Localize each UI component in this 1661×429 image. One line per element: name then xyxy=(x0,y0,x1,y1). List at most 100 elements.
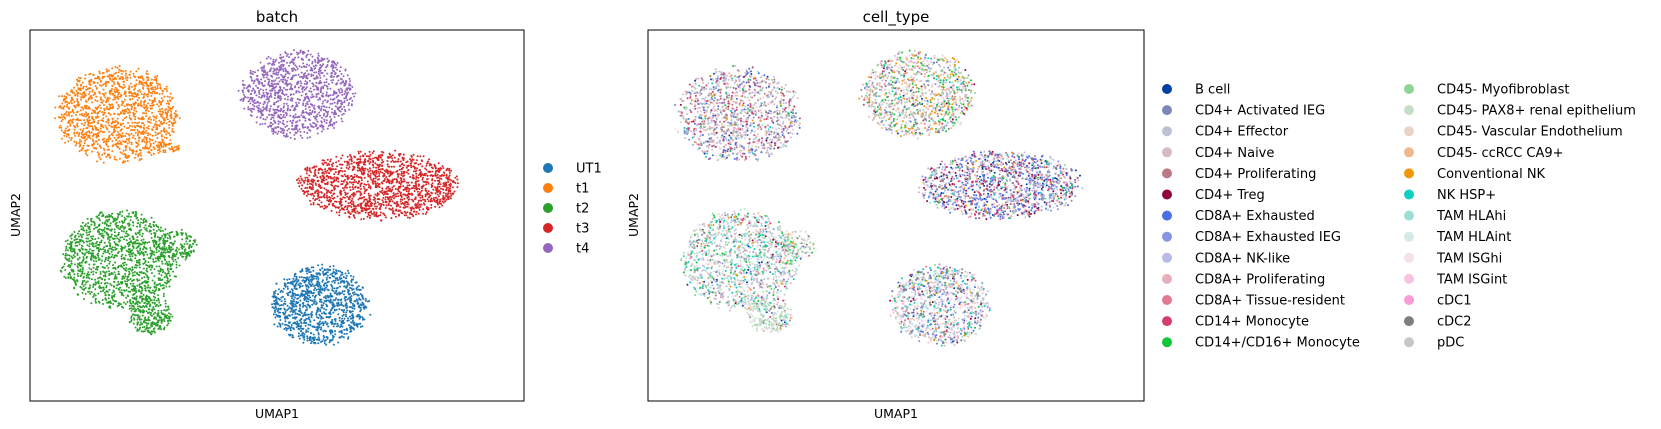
data-point xyxy=(100,228,103,231)
data-point xyxy=(318,321,321,324)
data-point xyxy=(303,281,306,284)
data-point xyxy=(117,214,120,216)
data-point xyxy=(325,268,328,271)
data-point xyxy=(131,149,134,152)
data-point xyxy=(118,157,121,160)
data-point xyxy=(314,287,317,290)
data-point xyxy=(174,249,177,252)
data-point xyxy=(325,171,328,174)
data-point xyxy=(323,340,326,343)
data-point xyxy=(95,147,98,150)
data-point xyxy=(326,284,329,287)
data-point xyxy=(78,142,81,145)
data-point xyxy=(346,206,349,209)
data-point xyxy=(153,244,156,246)
data-point xyxy=(275,307,278,310)
data-point xyxy=(97,111,100,114)
data-point xyxy=(126,242,129,245)
data-point xyxy=(137,104,139,107)
data-point xyxy=(329,265,332,268)
data-point xyxy=(100,84,103,87)
data-point xyxy=(161,141,164,144)
data-point xyxy=(94,238,97,241)
data-point xyxy=(334,333,337,336)
data-point xyxy=(334,279,337,282)
data-point xyxy=(128,307,131,310)
data-point xyxy=(325,308,328,311)
data-point xyxy=(120,264,123,267)
data-point xyxy=(98,244,101,247)
data-point xyxy=(308,167,311,170)
data-point xyxy=(138,263,141,266)
data-point xyxy=(406,184,409,187)
data-point xyxy=(80,236,83,239)
data-point xyxy=(177,257,180,260)
data-point xyxy=(114,71,117,74)
data-point xyxy=(349,330,352,333)
data-point xyxy=(136,236,139,239)
data-point xyxy=(329,340,332,342)
data-point xyxy=(65,247,68,250)
data-point xyxy=(343,173,346,176)
data-point xyxy=(81,147,84,149)
data-point xyxy=(142,84,145,87)
data-point xyxy=(343,290,346,293)
data-point xyxy=(175,113,177,116)
data-point xyxy=(124,91,127,94)
data-point xyxy=(88,131,91,134)
data-point xyxy=(292,322,295,325)
data-point xyxy=(293,280,296,283)
data-point xyxy=(175,275,177,278)
data-point xyxy=(115,144,118,147)
data-point xyxy=(146,134,149,137)
data-point xyxy=(335,308,338,311)
data-point xyxy=(81,283,84,285)
data-point xyxy=(369,214,372,217)
data-point xyxy=(161,234,164,237)
data-point xyxy=(301,334,304,337)
data-point xyxy=(101,119,104,122)
data-point xyxy=(82,241,85,244)
data-point xyxy=(184,258,187,261)
data-point xyxy=(363,192,366,195)
data-point xyxy=(106,75,109,78)
data-point xyxy=(158,119,161,122)
data-point xyxy=(76,241,79,244)
data-point xyxy=(69,111,72,114)
data-point xyxy=(336,195,339,198)
data-point xyxy=(346,284,349,287)
data-point xyxy=(86,234,89,237)
data-point xyxy=(118,85,121,88)
data-point xyxy=(333,205,336,207)
data-point xyxy=(125,283,128,285)
data-point xyxy=(113,241,116,243)
data-point xyxy=(135,295,138,298)
data-point xyxy=(73,286,76,289)
data-point xyxy=(295,287,298,290)
data-point xyxy=(323,187,326,190)
data-point xyxy=(66,105,69,108)
data-point xyxy=(345,311,348,314)
data-point xyxy=(98,131,101,134)
data-point xyxy=(108,213,111,216)
data-point xyxy=(185,255,188,258)
data-point xyxy=(157,309,160,312)
data-point xyxy=(138,96,141,99)
data-point xyxy=(158,108,161,111)
data-point xyxy=(62,99,65,102)
data-point xyxy=(393,212,396,215)
data-point xyxy=(86,240,89,243)
data-point xyxy=(400,202,403,205)
data-point xyxy=(190,246,193,249)
data-point xyxy=(301,294,304,297)
data-point xyxy=(105,270,108,273)
data-point xyxy=(296,302,299,305)
data-point xyxy=(168,248,171,251)
data-point xyxy=(303,295,306,298)
data-point xyxy=(305,172,308,175)
data-point xyxy=(93,222,96,225)
data-point xyxy=(350,281,353,283)
data-point xyxy=(127,286,130,289)
data-point xyxy=(168,285,171,288)
data-point xyxy=(175,253,178,256)
